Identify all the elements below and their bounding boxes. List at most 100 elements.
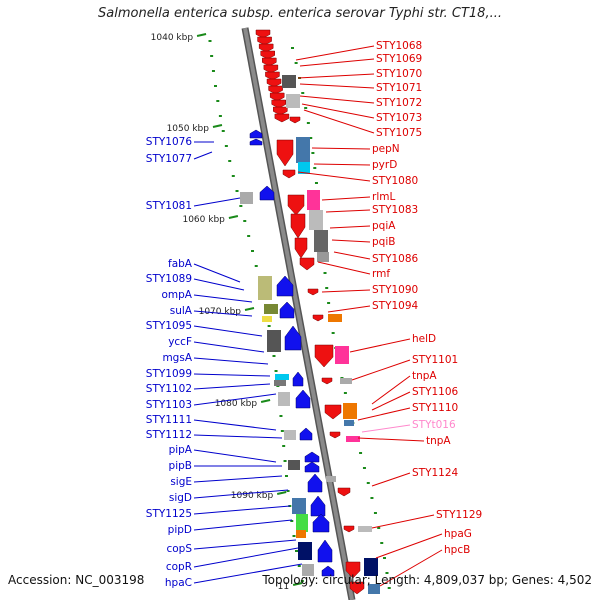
kbp-tick-mark xyxy=(228,215,239,219)
track-dot xyxy=(208,40,212,42)
forward-gene-arrow xyxy=(321,565,335,577)
left-leader-line xyxy=(193,539,297,550)
kbp-tick-label: 11 xyxy=(278,582,289,592)
track-dot xyxy=(254,265,258,267)
track-dot xyxy=(284,475,288,477)
left-gene-label: STY1076 xyxy=(146,136,193,148)
right-leader-line xyxy=(313,163,371,166)
right-leader-line xyxy=(299,95,375,104)
gene-box xyxy=(282,75,296,88)
right-leader-line xyxy=(327,305,371,313)
left-leader-line xyxy=(193,505,291,515)
left-gene-label: mgsA xyxy=(162,352,192,364)
reverse-gene-arrow xyxy=(266,78,282,88)
reverse-gene-arrow xyxy=(269,92,285,102)
kbp-tick-label: 1090 kbp xyxy=(231,491,274,501)
gene-box xyxy=(288,460,300,470)
right-leader-line xyxy=(357,407,411,421)
right-gene-label: STY1129 xyxy=(436,509,482,521)
track-dot xyxy=(370,497,374,499)
forward-gene-arrow xyxy=(259,185,275,201)
left-leader-line xyxy=(193,519,293,531)
right-leader-line xyxy=(361,424,411,433)
gene-box xyxy=(264,304,278,314)
kbp-tick-label: 1050 kbp xyxy=(167,124,210,134)
track-dot xyxy=(243,220,247,222)
left-gene-label: copR xyxy=(166,561,192,573)
track-dot xyxy=(325,287,329,289)
gene-box xyxy=(292,498,306,514)
right-leader-line xyxy=(329,225,371,229)
track-dot xyxy=(311,152,315,154)
left-leader-line xyxy=(193,383,271,390)
left-leader-line xyxy=(193,278,245,291)
right-gene-label: STY1124 xyxy=(412,467,459,479)
right-gene-label: STY1070 xyxy=(376,68,422,80)
right-leader-line xyxy=(351,359,411,381)
track-dot xyxy=(382,557,386,559)
track-dot xyxy=(331,332,335,334)
reverse-gene-arrow xyxy=(258,43,274,53)
forward-gene-arrow xyxy=(304,451,320,463)
track-dot xyxy=(373,512,377,514)
reverse-gene-arrow xyxy=(262,57,277,67)
right-gene-label: STY1073 xyxy=(376,112,422,124)
track-dot xyxy=(251,250,255,252)
track-dot xyxy=(366,482,370,484)
right-gene-label: pqiA xyxy=(372,220,396,232)
reverse-gene-arrow xyxy=(299,257,315,271)
track-dot xyxy=(297,565,301,567)
track-dot xyxy=(228,160,232,162)
gene-box xyxy=(296,530,306,538)
reverse-gene-arrow xyxy=(324,404,342,420)
track-dot xyxy=(309,137,313,139)
left-gene-label: STY1103 xyxy=(146,399,192,411)
track-dot xyxy=(290,47,294,49)
gene-box xyxy=(258,276,272,300)
left-leader-line xyxy=(193,434,283,439)
gene-box xyxy=(317,252,329,262)
kbp-tick-mark xyxy=(260,399,271,403)
right-gene-label: STY1094 xyxy=(372,300,419,312)
gene-box xyxy=(343,403,357,419)
reverse-gene-arrow xyxy=(271,99,286,109)
left-leader-line xyxy=(193,263,241,283)
left-leader-line xyxy=(193,357,269,365)
right-leader-line xyxy=(333,251,371,260)
right-leader-line xyxy=(299,58,375,67)
track-dot xyxy=(239,205,243,207)
track-dot xyxy=(301,92,305,94)
left-gene-label: yccF xyxy=(168,336,192,348)
gene-box xyxy=(286,94,300,108)
track-dot xyxy=(280,430,284,432)
reverse-gene-arrow xyxy=(273,106,288,116)
gene-box xyxy=(296,514,308,532)
reverse-gene-arrow xyxy=(289,116,301,124)
kbp-tick-mark xyxy=(212,124,223,128)
gene-box xyxy=(309,210,323,230)
kbp-tick-mark xyxy=(276,491,287,495)
right-leader-line xyxy=(321,196,371,201)
right-gene-label: STY1086 xyxy=(372,253,419,265)
accession-label: Accession: NC_003198 xyxy=(8,573,145,587)
track-dot xyxy=(359,452,363,454)
left-gene-label: pipB xyxy=(169,460,192,472)
left-leader-line xyxy=(193,294,253,303)
forward-gene-arrow xyxy=(279,301,295,319)
forward-gene-arrow xyxy=(276,275,294,297)
gene-box xyxy=(278,392,290,406)
reverse-gene-arrow xyxy=(290,213,306,239)
right-leader-line xyxy=(371,472,411,487)
left-gene-label: STY1081 xyxy=(146,200,192,212)
reverse-gene-arrow xyxy=(329,431,341,439)
track-dot xyxy=(214,85,218,87)
right-gene-label: STY1083 xyxy=(372,204,418,216)
right-leader-line xyxy=(371,375,411,405)
track-dot xyxy=(313,167,317,169)
right-gene-label: rmf xyxy=(372,268,390,280)
right-gene-label: hpaG xyxy=(444,528,472,540)
right-gene-label: STY1069 xyxy=(376,53,422,65)
right-gene-label: tnpA xyxy=(412,370,437,382)
gene-box xyxy=(346,436,360,442)
